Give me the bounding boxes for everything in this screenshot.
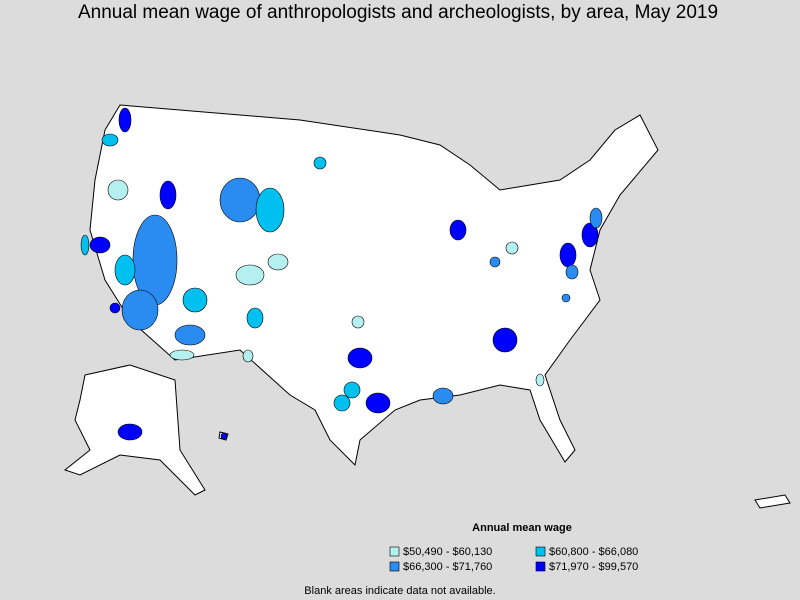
wage-area xyxy=(121,289,159,331)
wage-area xyxy=(80,234,90,256)
wage-area xyxy=(449,219,467,241)
wage-area xyxy=(267,253,289,271)
wage-area xyxy=(492,327,518,353)
wage-area xyxy=(117,423,143,441)
wage-area xyxy=(89,236,111,254)
legend-swatch xyxy=(389,561,400,572)
wage-area xyxy=(535,373,545,387)
legend-title: Annual mean wage xyxy=(472,522,572,534)
legend-label: $71,970 - $99,570 xyxy=(549,561,638,573)
wage-area xyxy=(505,241,519,255)
wage-area xyxy=(182,287,208,313)
wage-area xyxy=(489,256,501,268)
wage-area xyxy=(581,222,599,248)
wage-area xyxy=(118,107,132,133)
title: Annual mean wage of anthropologists and … xyxy=(78,2,718,23)
legend: $50,490 - $60,130 $60,800 - $66,080 $66,30… xyxy=(389,546,638,573)
wage-area xyxy=(343,381,361,399)
legend-swatch xyxy=(535,546,546,557)
wage-area xyxy=(246,307,264,329)
wage-area xyxy=(219,177,261,223)
wage-area xyxy=(174,324,206,346)
wage-area xyxy=(107,179,129,201)
wage-area xyxy=(565,264,579,280)
wage-area xyxy=(589,207,603,229)
wage-area xyxy=(559,242,577,268)
wage-area xyxy=(114,254,136,286)
legend-swatch xyxy=(389,546,400,557)
wage-area xyxy=(432,387,454,405)
legend-label: $60,800 - $66,080 xyxy=(549,546,638,558)
wage-area xyxy=(235,264,265,286)
legend-swatch xyxy=(535,561,546,572)
wage-area xyxy=(159,180,177,210)
map xyxy=(63,104,791,509)
wage-area xyxy=(255,187,285,233)
wage-area xyxy=(333,394,351,412)
wage-area xyxy=(347,347,373,369)
footnote: Blank areas indicate data not available. xyxy=(304,585,495,597)
wage-area xyxy=(313,156,327,170)
wage-area xyxy=(101,133,119,147)
wage-area xyxy=(220,432,228,440)
legend-label: $66,300 - $71,760 xyxy=(403,561,492,573)
puerto-rico xyxy=(754,494,791,509)
wage-area xyxy=(109,302,121,314)
wage-area xyxy=(351,315,365,329)
wage-area xyxy=(242,349,254,363)
wage-area xyxy=(365,392,391,414)
legend-label: $50,490 - $60,130 xyxy=(403,546,492,558)
wage-area xyxy=(561,293,571,303)
wage-area xyxy=(169,349,195,361)
